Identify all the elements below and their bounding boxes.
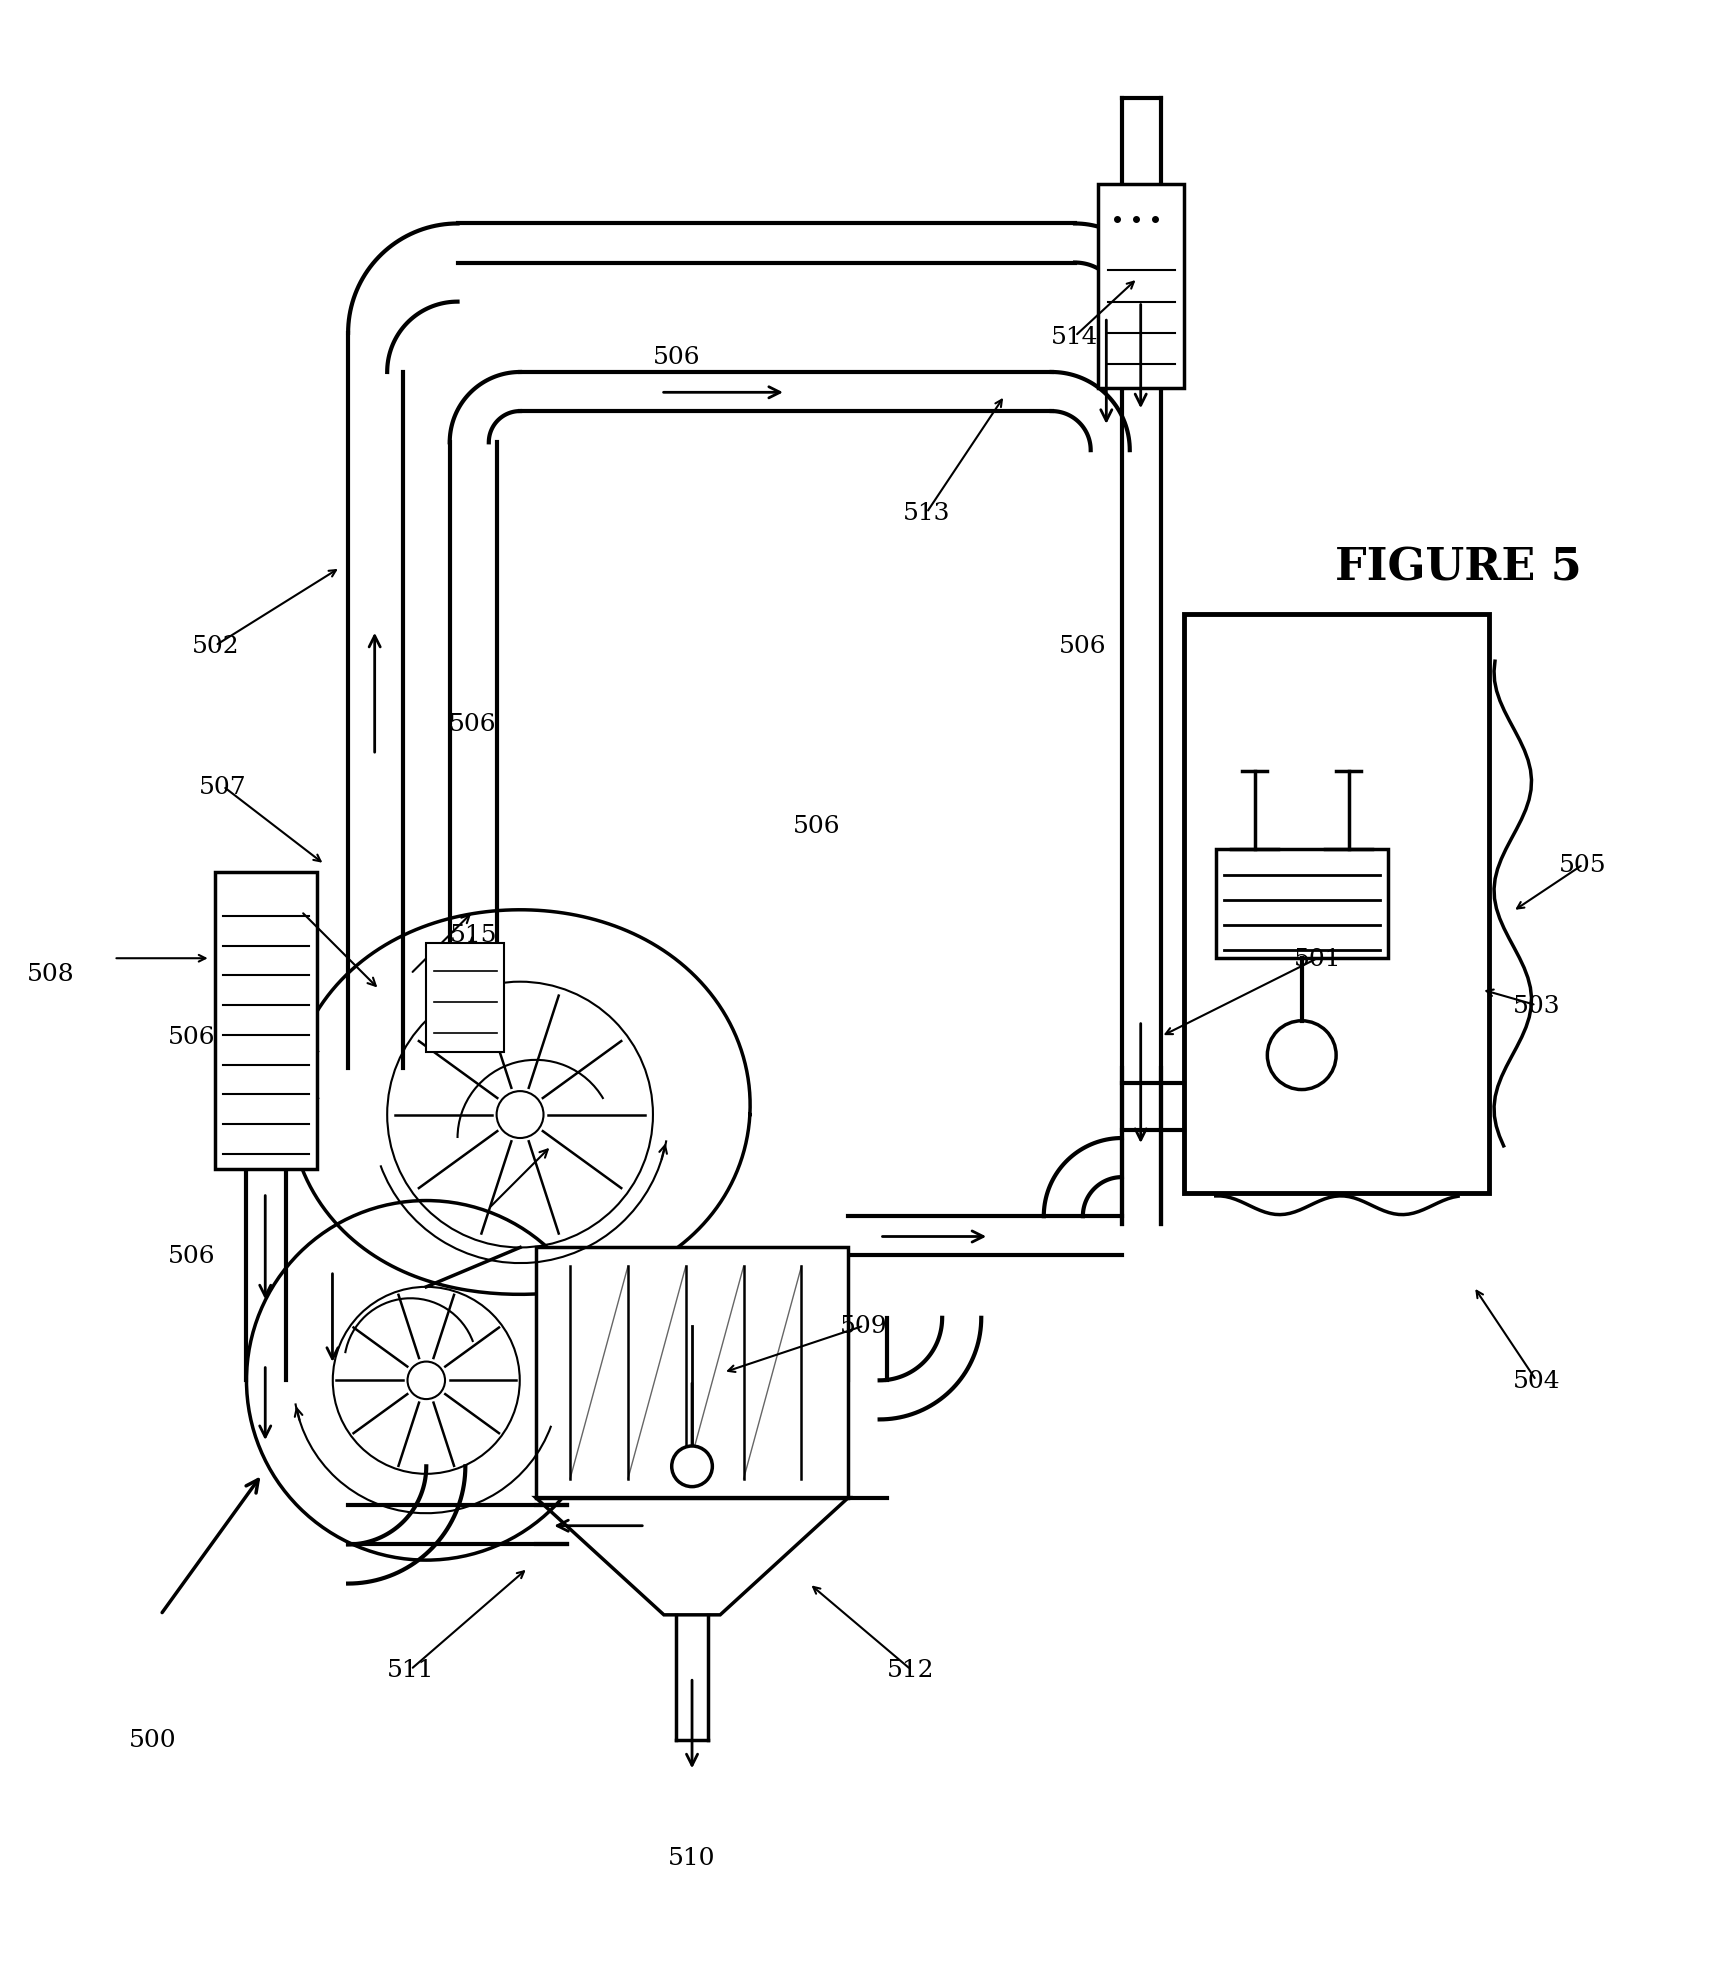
Circle shape xyxy=(672,1445,712,1487)
Text: 509: 509 xyxy=(840,1315,888,1336)
Bar xyxy=(427,942,505,1053)
Bar xyxy=(1099,186,1184,388)
Circle shape xyxy=(496,1091,544,1138)
Text: 515: 515 xyxy=(449,925,498,946)
Text: 514: 514 xyxy=(1051,325,1099,348)
Text: 502: 502 xyxy=(192,636,238,657)
Text: 503: 503 xyxy=(1512,994,1560,1018)
Text: 506: 506 xyxy=(449,713,498,737)
Text: 505: 505 xyxy=(1559,853,1607,877)
Text: 512: 512 xyxy=(886,1657,935,1681)
Text: 504: 504 xyxy=(1512,1368,1560,1392)
Text: 513: 513 xyxy=(902,501,950,525)
Text: 506: 506 xyxy=(168,1243,216,1267)
Circle shape xyxy=(408,1362,446,1400)
Text: 506: 506 xyxy=(793,814,842,838)
Text: 506: 506 xyxy=(168,1026,216,1047)
Text: 500: 500 xyxy=(130,1729,176,1752)
Text: 511: 511 xyxy=(387,1657,434,1681)
Text: 501: 501 xyxy=(1294,946,1341,970)
Text: 510: 510 xyxy=(669,1845,715,1869)
Bar xyxy=(1184,616,1490,1194)
Bar xyxy=(216,873,316,1170)
Text: 506: 506 xyxy=(653,346,700,368)
Bar xyxy=(1217,849,1388,958)
Text: 506: 506 xyxy=(1059,636,1106,657)
Text: 507: 507 xyxy=(199,776,247,798)
Bar xyxy=(536,1247,848,1497)
Text: FIGURE 5: FIGURE 5 xyxy=(1334,546,1581,590)
Text: 508: 508 xyxy=(28,962,74,986)
